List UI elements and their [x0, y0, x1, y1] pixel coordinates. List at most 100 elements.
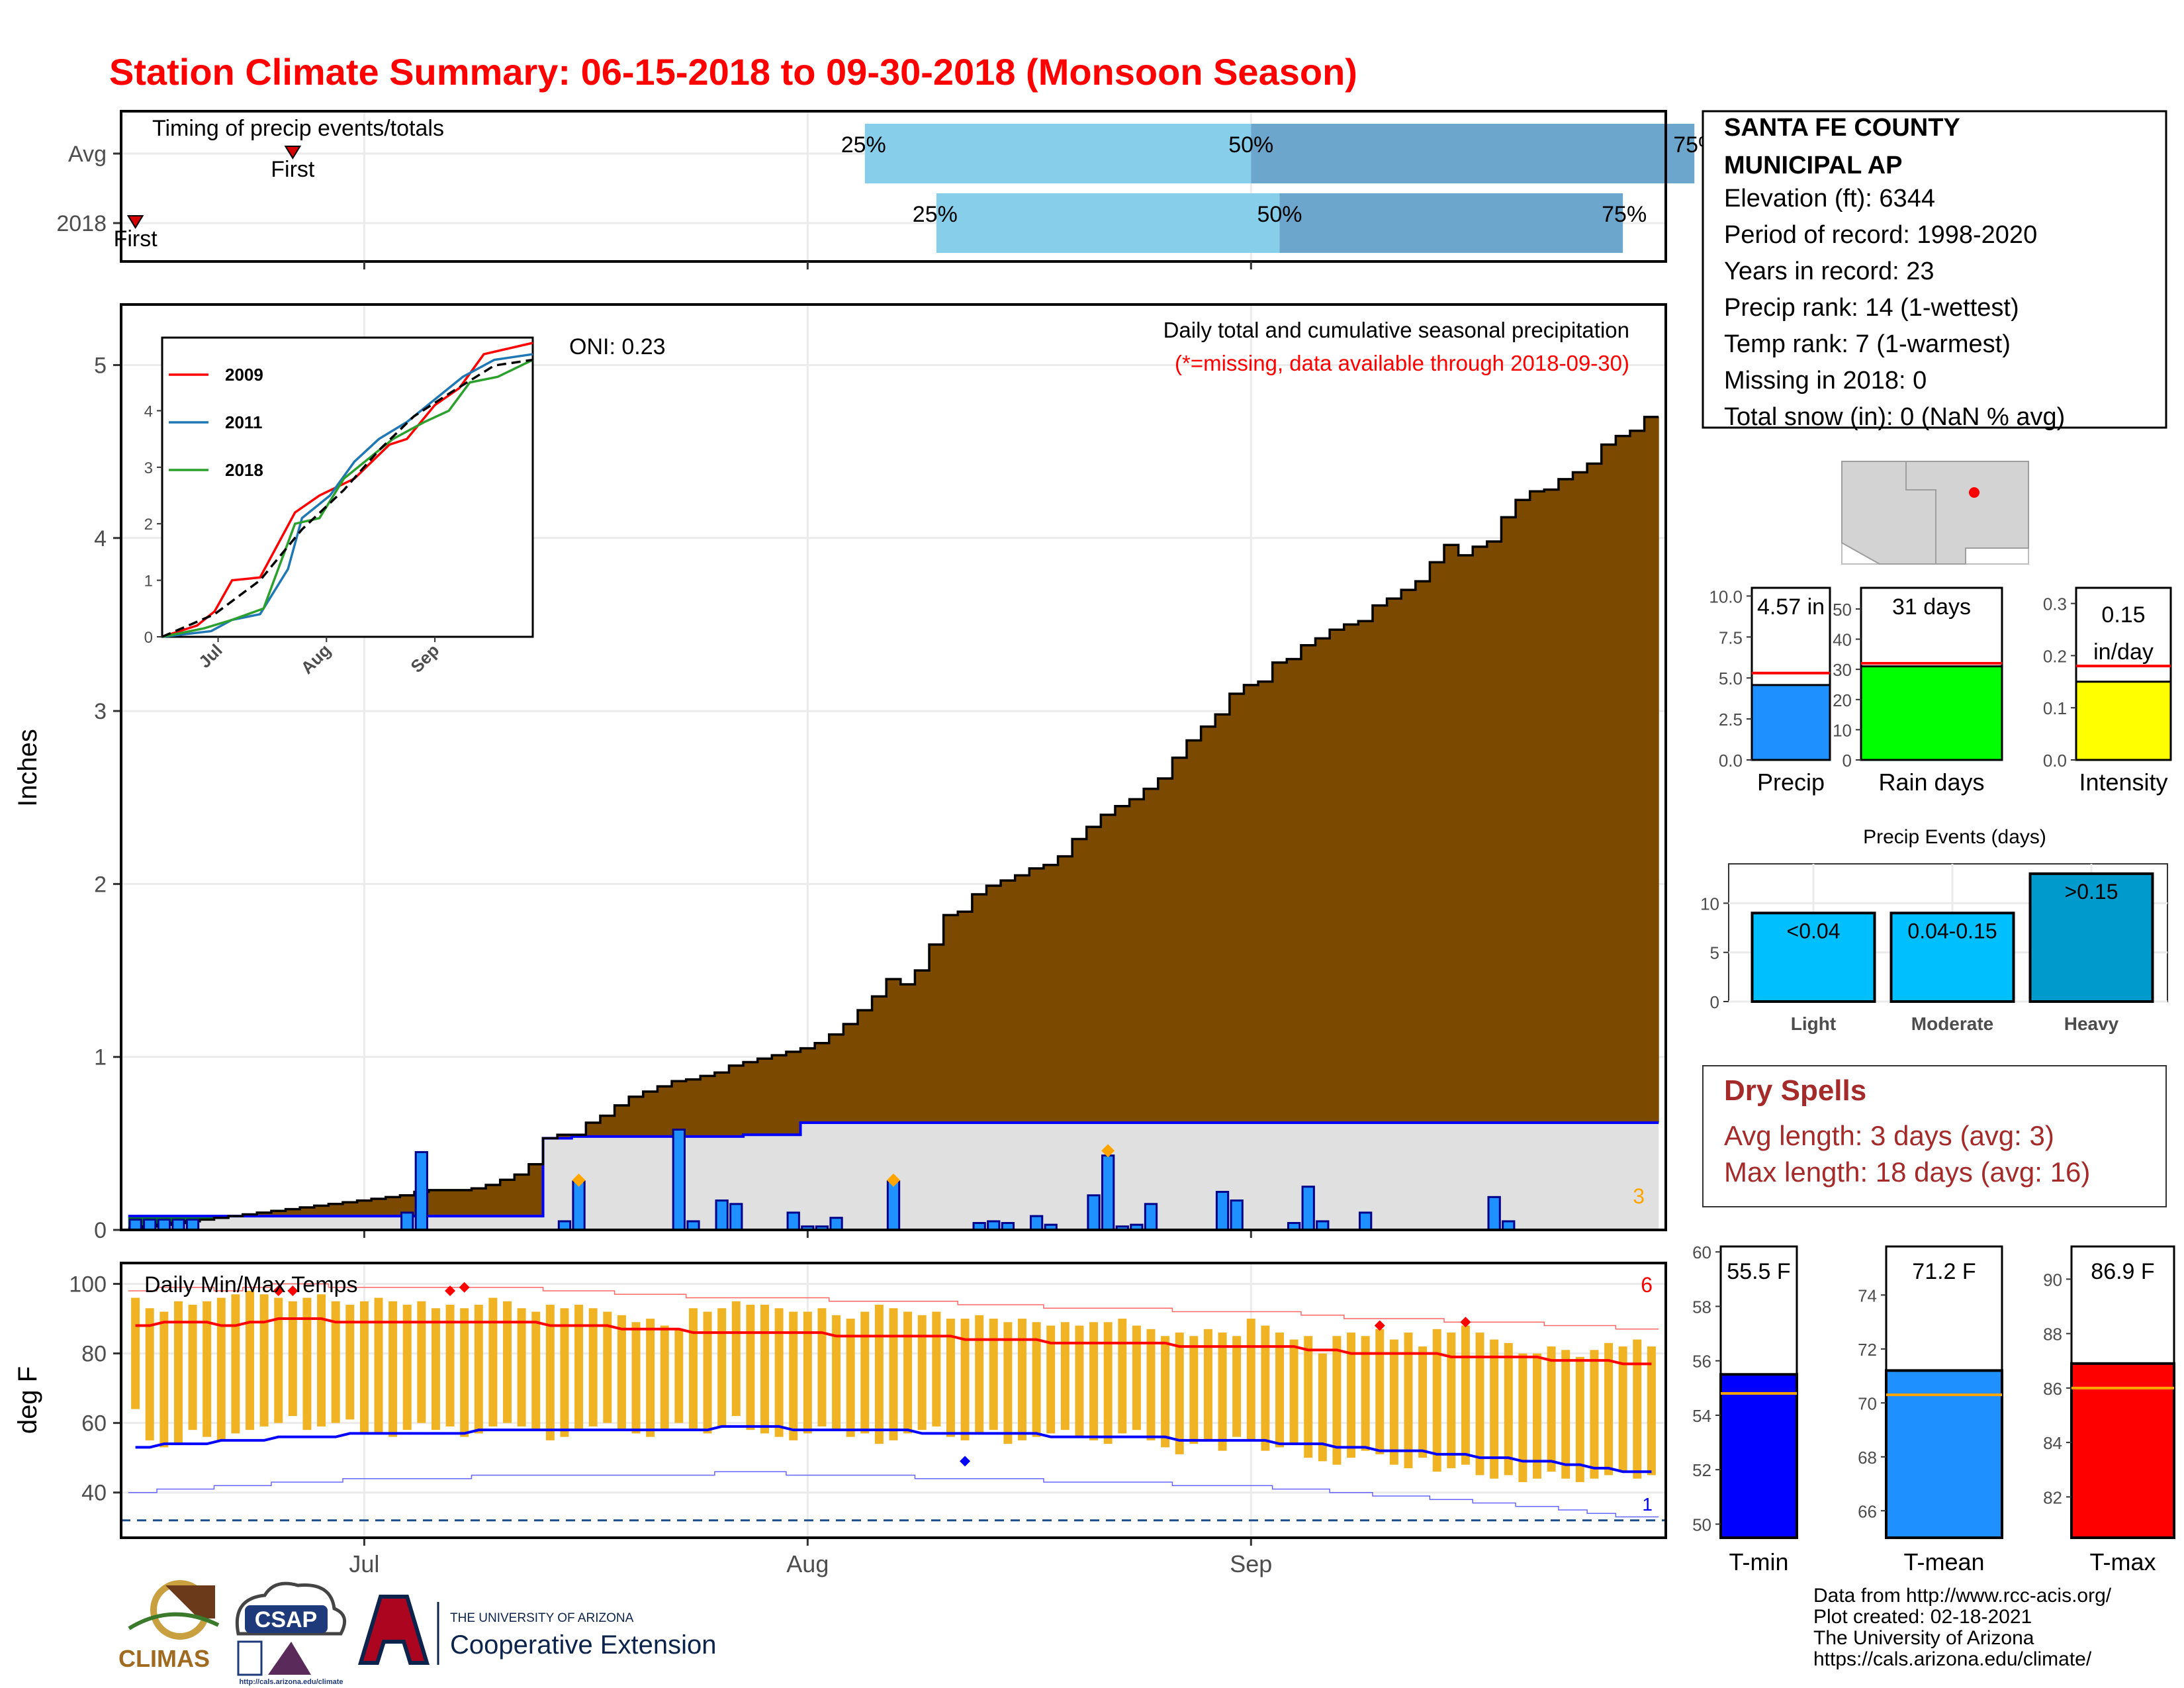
record-max-line — [128, 1283, 1659, 1330]
daily-precip-bar — [1101, 1154, 1115, 1231]
surplus-fill — [1029, 868, 1044, 1123]
csap-logo-bars — [237, 1640, 263, 1676]
csap-logo-text: CSAP — [255, 1607, 317, 1632]
temp-summary-ytick-label: 56 — [1692, 1352, 1711, 1372]
surplus-fill — [1544, 489, 1559, 1123]
surplus-fill — [1072, 839, 1087, 1123]
surplus-fill — [1215, 714, 1230, 1123]
daily-temp-range-bar — [846, 1319, 855, 1437]
daily-temp-range-bar — [574, 1305, 584, 1430]
summary-bar-name: Intensity — [2079, 769, 2167, 796]
events-ytick-label: 5 — [1710, 943, 1719, 963]
temp-summary-ytick-label: 86 — [2043, 1379, 2062, 1399]
daily-temp-range-bar — [989, 1319, 998, 1430]
surplus-fill — [586, 1122, 601, 1137]
daily-precip-bar — [572, 1180, 586, 1231]
record-marker — [572, 1173, 586, 1187]
surplus-fill — [1258, 681, 1273, 1123]
station-name-line1: SANTA FE COUNTY — [1724, 114, 1960, 142]
temps-ytick-label: 100 — [69, 1272, 107, 1297]
temp-summary-ytick-label: 90 — [2043, 1270, 2062, 1289]
avg-tmax-line — [135, 1317, 1652, 1366]
daily-temp-range-bar — [302, 1297, 312, 1430]
surplus-fill — [1587, 463, 1602, 1123]
station-detail-line: Total snow (in): 0 (NaN % avg) — [1724, 403, 2065, 431]
surplus-fill — [986, 885, 1001, 1123]
events-title: Precip Events (days) — [1863, 826, 2046, 848]
temp-summary-ytick-label: 68 — [1858, 1448, 1877, 1468]
temp-summary-ytick-label: 84 — [2043, 1433, 2062, 1453]
inset-ytick-label: 1 — [144, 573, 153, 590]
dry-spells-avg: Avg length: 3 days (avg: 3) — [1724, 1120, 2054, 1151]
daily-temp-range-bar — [1432, 1329, 1441, 1472]
daily-temp-range-bar — [1447, 1333, 1456, 1468]
csap-logo-mountain — [268, 1642, 311, 1675]
timing-row-label: 2018 — [56, 211, 107, 236]
surplus-fill — [1287, 659, 1302, 1123]
surplus-fill — [457, 1190, 472, 1217]
daily-temp-range-bar — [1103, 1322, 1113, 1444]
temp-summary-ytick-label: 54 — [1692, 1406, 1711, 1426]
credit-line: Plot created: 02-18-2021 — [1813, 1606, 2032, 1628]
surplus-fill — [800, 1048, 815, 1123]
summary-ytick-label: 5.0 — [1719, 669, 1743, 688]
temp-summary-ytick-label: 82 — [2043, 1487, 2062, 1507]
surplus-fill — [1444, 545, 1459, 1123]
daily-temp-range-bar — [703, 1311, 712, 1434]
surplus-fill — [1058, 856, 1073, 1123]
daily-temp-range-bar — [1246, 1319, 1255, 1440]
surplus-fill — [772, 1055, 787, 1135]
timing-q50-label: 50% — [1257, 202, 1302, 227]
surplus-fill — [958, 912, 973, 1123]
timing-bar-q50-q75 — [1251, 124, 1695, 183]
dry-spells-title: Dry Spells — [1724, 1074, 1866, 1107]
daily-temp-range-bar — [1490, 1339, 1499, 1479]
daily-temp-range-bar — [746, 1305, 755, 1430]
precip-ytick-label: 1 — [94, 1045, 107, 1070]
timing-title: Timing of precip events/totals — [152, 116, 444, 141]
events-bar-name: Heavy — [2064, 1013, 2119, 1034]
daily-temp-range-bar — [388, 1301, 398, 1437]
surplus-fill — [1101, 814, 1116, 1123]
daily-temp-range-bar — [903, 1311, 913, 1434]
precip-chart-title: Daily total and cumulative seasonal prec… — [1163, 318, 1629, 342]
summary-ytick-label: 0.0 — [2043, 751, 2067, 771]
surplus-fill — [1343, 624, 1359, 1123]
daily-temp-range-bar — [1289, 1339, 1298, 1444]
surplus-fill — [714, 1072, 729, 1137]
surplus-fill — [1315, 638, 1330, 1123]
daily-precip-bar — [672, 1128, 686, 1231]
summary-ytick-label: 50 — [1833, 600, 1852, 620]
inset-ytick-label: 4 — [144, 402, 153, 420]
summary-ytick-label: 40 — [1833, 630, 1852, 650]
summary-value-label: 31 days — [1892, 594, 1971, 620]
location-map — [1841, 461, 2029, 565]
record-marker — [887, 1173, 900, 1187]
daily-temp-range-bar — [789, 1311, 798, 1440]
daily-temp-range-bar — [1404, 1333, 1413, 1468]
surplus-fill — [943, 915, 958, 1123]
events-bar-light — [1751, 912, 1876, 1004]
summary-ytick-label: 20 — [1833, 690, 1852, 710]
daily-temp-range-bar — [503, 1301, 512, 1423]
timing-row-label: Avg — [68, 142, 107, 167]
surplus-fill — [1172, 757, 1187, 1123]
daily-temp-range-bar — [1533, 1353, 1541, 1479]
surplus-fill — [857, 1010, 873, 1123]
timing-q75-label: 75% — [1602, 202, 1647, 227]
daily-temp-range-bar — [1232, 1336, 1242, 1437]
temps-frame — [120, 1262, 1667, 1539]
daily-temp-range-bar — [760, 1305, 769, 1434]
daily-temp-range-bar — [203, 1301, 212, 1437]
daily-precip-bar — [1215, 1191, 1230, 1231]
surplus-fill — [528, 1164, 544, 1217]
surplus-fill — [614, 1105, 629, 1137]
daily-temp-range-bar — [159, 1311, 169, 1448]
surplus-fill — [1330, 630, 1345, 1123]
daily-precip-bar — [729, 1203, 743, 1231]
daily-temp-range-bar — [1575, 1356, 1584, 1482]
surplus-fill — [385, 1197, 400, 1217]
surplus-fill — [786, 1051, 801, 1135]
daily-precip-bar — [1487, 1196, 1501, 1231]
surplus-fill — [843, 1024, 858, 1123]
